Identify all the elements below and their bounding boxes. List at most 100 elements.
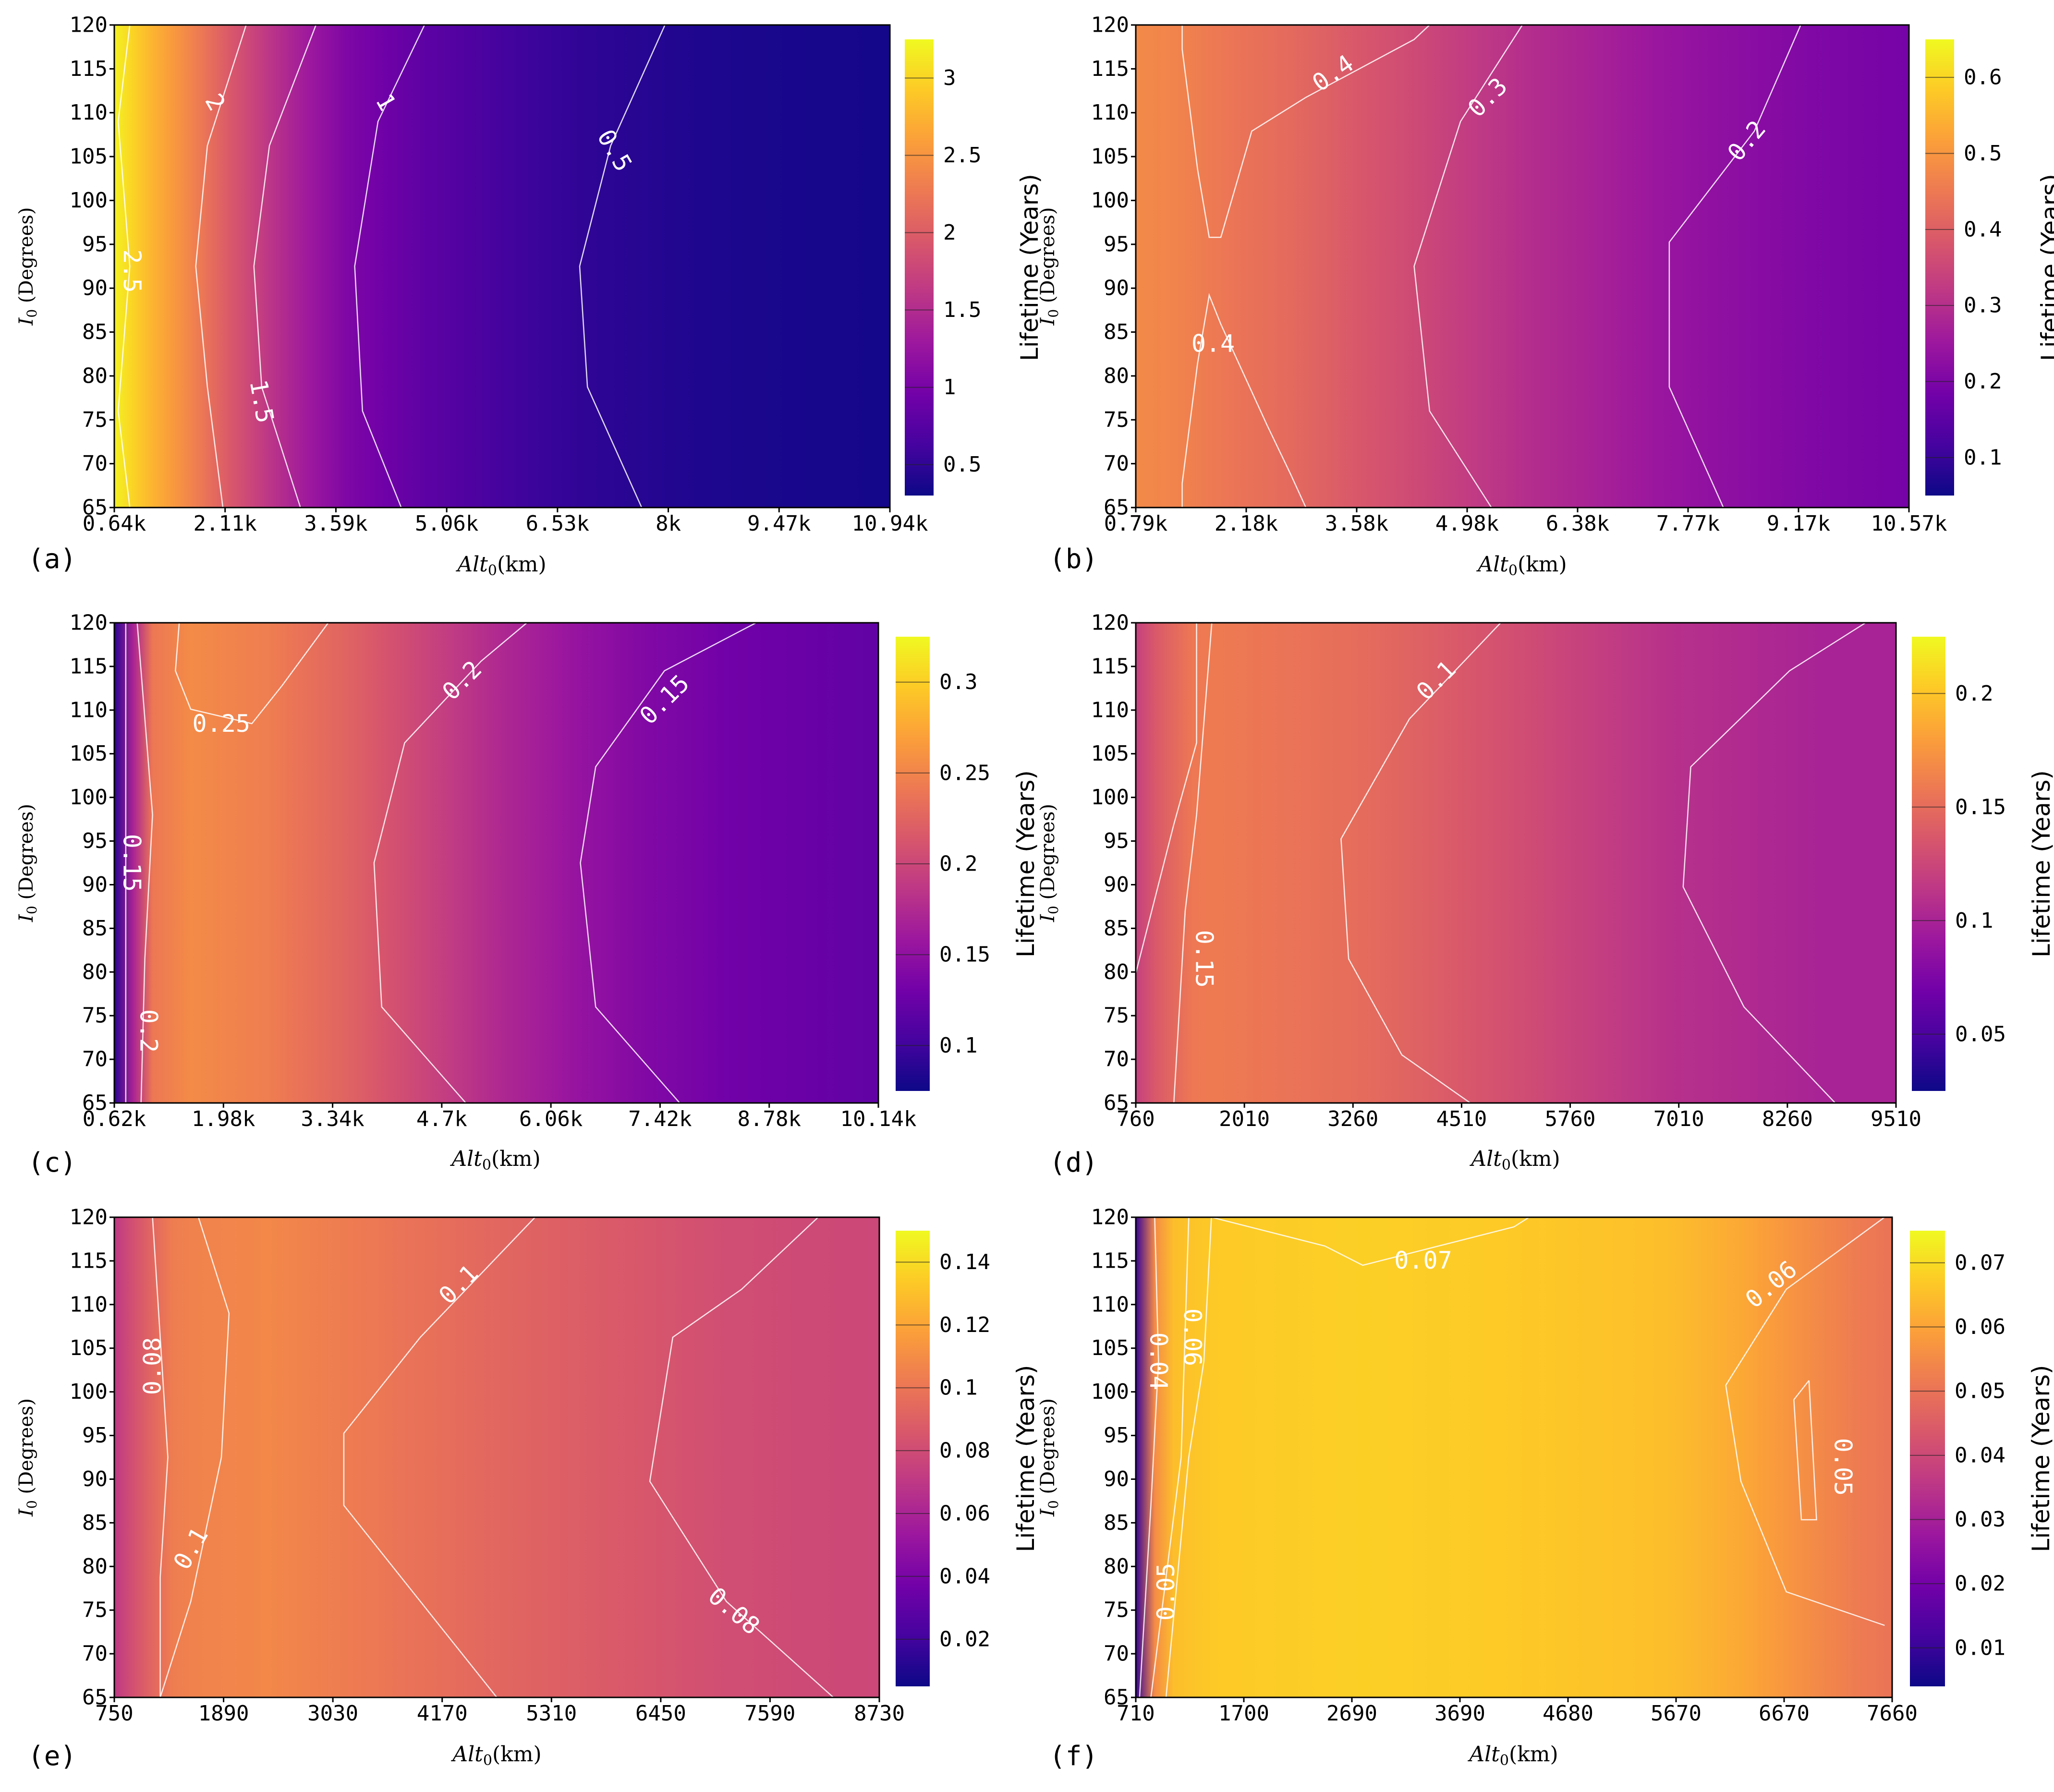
- contour-line: [159, 1217, 230, 1697]
- y-tick-label: 65: [1104, 496, 1129, 520]
- colorbar-tick-label: 0.06: [939, 1501, 990, 1526]
- x-tick-label: 6.38k: [1546, 511, 1609, 536]
- x-tick-label: 0.79k: [1104, 511, 1167, 536]
- y-tick-label: 110: [70, 1292, 108, 1317]
- colorbar: [1925, 39, 1954, 496]
- colorbar-label: Lifetime (Years): [1012, 770, 1040, 957]
- y-tick-label: 110: [1091, 698, 1129, 722]
- y-tick-label: 85: [82, 916, 108, 941]
- plot-frame: [1135, 1216, 1893, 1698]
- colorbar-tick-label: 0.03: [1955, 1507, 2005, 1532]
- x-axis-label: Alt0(km): [455, 552, 546, 579]
- contour-label: 0.05: [1829, 1438, 1857, 1496]
- y-tick-label: 110: [70, 698, 108, 722]
- panel-d: 0.15 0.1 65 70 75 80 85 90 95 100 105 110 115 120 760 2…: [1037, 611, 2054, 1179]
- colorbar-tick-label: 0.4: [1964, 217, 2002, 242]
- y-tick-label: 100: [70, 1380, 108, 1404]
- y-tick-label: 80: [1104, 1554, 1129, 1579]
- colorbar-tick-label: 0.3: [939, 670, 977, 694]
- x-tick-label: 1890: [198, 1701, 249, 1726]
- contour-label: 0.15: [1190, 930, 1218, 988]
- colorbar-tick-label: 1: [943, 375, 956, 400]
- colorbar-tick-label: 0.08: [939, 1439, 990, 1463]
- y-tick-label: 80: [1104, 363, 1129, 388]
- y-tick-label: 75: [82, 408, 108, 432]
- y-tick-label: 70: [82, 1047, 108, 1072]
- y-tick-label: 95: [82, 232, 108, 256]
- panel-e: 0.080.10.10.0865707580859095100105110115…: [15, 1205, 1040, 1772]
- contour-line: [152, 1217, 169, 1697]
- heatmap: [114, 1217, 879, 1697]
- x-tick-label: 750: [95, 1701, 133, 1726]
- y-tick-label: 100: [1091, 1380, 1129, 1404]
- plot-frame: [1135, 24, 1910, 509]
- x-tick-label: 2690: [1326, 1701, 1377, 1726]
- panel-b: 0.4 0.4 0.3 0.2 65 70 75 80 85 90 95 100 105 110 115 12…: [1037, 13, 2054, 580]
- contour-label: 0.2: [135, 1009, 163, 1053]
- plot-frame: [1135, 622, 1897, 1104]
- colorbar-label: Lifetime (Years): [1016, 174, 1044, 361]
- contour-label: 0.07: [1394, 1247, 1452, 1274]
- plot-frame: [113, 622, 879, 1104]
- colorbar-tick-label: 0.04: [939, 1564, 990, 1588]
- y-tick-label: 115: [70, 654, 108, 678]
- colorbar-tick-label: 0.25: [939, 761, 990, 785]
- panel-label: (b): [1049, 544, 1098, 575]
- y-tick-label: 120: [70, 611, 108, 635]
- y-tick-label: 95: [1104, 829, 1129, 853]
- colorbar-tick-label: 0.07: [1955, 1250, 2005, 1275]
- x-tick-label: 2010: [1219, 1107, 1270, 1131]
- contour-lines: [1181, 25, 1801, 508]
- contour-line: [1136, 623, 1197, 974]
- x-tick-label: 3260: [1327, 1107, 1378, 1131]
- y-tick-label: 110: [1091, 1292, 1129, 1317]
- y-tick-label: 105: [70, 1336, 108, 1360]
- y-tick-label: 70: [1104, 1047, 1129, 1072]
- x-tick-label: 4170: [417, 1701, 468, 1726]
- x-tick-label: 4.7k: [416, 1107, 467, 1131]
- y-tick-label: 90: [1104, 1467, 1129, 1491]
- y-axis-label: I0 (Degrees): [1037, 804, 1061, 922]
- colorbar-tick-label: 0.05: [1955, 1379, 2005, 1404]
- contour-line: [1725, 1217, 1885, 1626]
- x-tick-label: 10.14k: [840, 1107, 917, 1131]
- heatmap: [1136, 623, 1896, 1103]
- contour-line: [1173, 623, 1213, 1103]
- colorbar-tick-label: 1.5: [943, 298, 981, 322]
- x-tick-label: 8.78k: [737, 1107, 801, 1131]
- panel-label: (d): [1049, 1147, 1098, 1178]
- heatmap: [114, 25, 890, 508]
- y-tick-label: 95: [82, 829, 108, 853]
- contour-label: 0.15: [118, 834, 146, 892]
- contour-line: [1139, 1217, 1159, 1697]
- x-tick-label: 3.58k: [1325, 511, 1388, 536]
- x-tick-label: 7590: [744, 1701, 795, 1726]
- contour-line: [117, 25, 131, 508]
- colorbar-tick-label: 0.05: [1955, 1022, 2006, 1046]
- y-tick-label: 85: [1104, 1511, 1129, 1535]
- x-tick-label: 9510: [1871, 1107, 1921, 1131]
- contour-label: 0.25: [193, 710, 250, 738]
- y-tick-label: 105: [70, 145, 108, 169]
- x-tick-label: 7660: [1867, 1701, 1918, 1726]
- contour-label: 0.04: [1144, 1332, 1172, 1390]
- x-tick-label: 8730: [854, 1701, 905, 1726]
- y-tick-label: 85: [1104, 916, 1129, 941]
- y-tick-label: 70: [1104, 451, 1129, 476]
- x-tick-label: 7.42k: [628, 1107, 692, 1131]
- x-tick-label: 5670: [1651, 1701, 1702, 1726]
- x-tick-label: 6.53k: [526, 511, 589, 536]
- y-tick-label: 110: [70, 100, 108, 125]
- y-tick-label: 70: [82, 1642, 108, 1666]
- y-tick-label: 120: [1091, 611, 1129, 635]
- contour-lines: [1139, 1217, 1885, 1697]
- panel-a: 2.5 2 1.5 1 0.5 65 70 75 80 85 90 95 100 105 110 115 120…: [15, 13, 1044, 580]
- contour-line: [253, 25, 317, 508]
- x-tick-label: 1.98k: [192, 1107, 255, 1131]
- y-tick-label: 80: [1104, 960, 1129, 984]
- x-tick-label: 3.59k: [304, 511, 367, 536]
- y-tick-label: 85: [82, 1511, 108, 1535]
- x-tick-label: 4680: [1543, 1701, 1593, 1726]
- x-tick-label: 2.18k: [1215, 511, 1278, 536]
